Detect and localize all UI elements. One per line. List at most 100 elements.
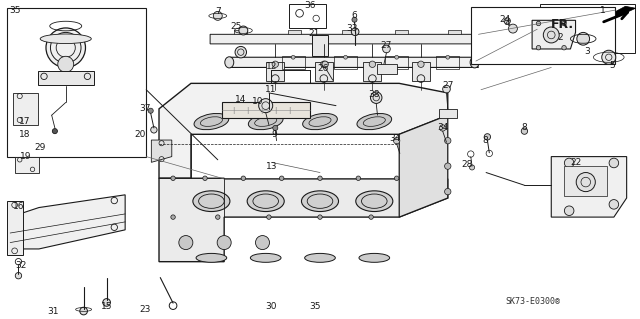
Circle shape [564,206,574,216]
Polygon shape [439,109,458,118]
Text: 5: 5 [610,61,616,70]
Circle shape [179,235,193,249]
Text: |: | [232,107,234,114]
Ellipse shape [303,114,337,130]
Circle shape [536,21,541,26]
Text: 25: 25 [230,22,241,31]
Circle shape [80,307,88,315]
Text: 35: 35 [309,302,321,311]
Polygon shape [288,30,301,34]
Text: 8: 8 [522,123,527,132]
Circle shape [394,176,399,181]
Ellipse shape [250,253,281,262]
Circle shape [255,235,269,249]
Text: 33: 33 [346,24,358,33]
Text: 37: 37 [140,104,150,113]
Text: 34: 34 [437,123,449,132]
Polygon shape [13,93,38,125]
Ellipse shape [194,114,228,130]
Polygon shape [7,8,146,157]
Text: |: | [274,107,276,114]
Circle shape [562,21,566,26]
Text: 20: 20 [134,130,145,139]
Polygon shape [378,64,397,74]
Circle shape [171,215,175,219]
Text: 23: 23 [140,305,150,314]
Polygon shape [151,140,172,162]
Polygon shape [312,35,328,56]
Circle shape [171,176,175,181]
Circle shape [394,137,400,144]
Text: 29: 29 [35,143,46,152]
Text: 19: 19 [20,152,32,161]
Ellipse shape [248,114,283,130]
Ellipse shape [305,253,335,262]
Circle shape [241,176,246,181]
Text: FR.: FR. [551,18,574,31]
Circle shape [577,33,589,45]
Circle shape [369,215,373,219]
Text: 21: 21 [308,28,319,38]
Circle shape [445,137,451,144]
Circle shape [103,299,111,306]
Bar [221,102,310,118]
Circle shape [576,173,595,192]
Text: |: | [260,107,262,114]
Polygon shape [230,57,479,67]
Circle shape [543,27,559,43]
Text: 14: 14 [234,95,246,104]
Text: 12: 12 [266,62,277,71]
Text: 2: 2 [557,33,563,42]
Text: SK73-E0300®: SK73-E0300® [505,297,560,306]
Polygon shape [532,20,575,49]
Circle shape [508,24,517,33]
Circle shape [272,61,278,67]
Polygon shape [551,157,627,217]
Text: 38: 38 [368,90,380,99]
Ellipse shape [225,57,234,68]
Text: 11: 11 [265,85,276,94]
Bar [364,62,381,81]
Text: |: | [288,107,291,114]
Circle shape [273,125,278,130]
Text: 30: 30 [266,302,277,311]
Polygon shape [159,178,448,262]
Polygon shape [234,30,247,34]
Polygon shape [159,83,448,178]
Circle shape [150,127,157,133]
Text: 15: 15 [101,302,113,311]
Circle shape [148,108,153,113]
Text: 6: 6 [351,11,357,20]
Text: 13: 13 [266,162,277,171]
Circle shape [46,28,86,67]
Bar [540,4,635,53]
Circle shape [58,56,74,72]
Ellipse shape [196,253,227,262]
Circle shape [344,55,348,59]
Text: 1: 1 [600,6,606,15]
Circle shape [259,99,273,113]
Polygon shape [10,195,125,249]
Text: 31: 31 [47,308,59,316]
Circle shape [443,85,451,93]
Circle shape [15,272,22,279]
Polygon shape [7,201,23,255]
Circle shape [369,61,376,67]
Circle shape [484,134,491,140]
Circle shape [445,163,451,169]
Circle shape [446,55,450,59]
Bar [564,166,607,197]
Bar [315,62,333,81]
Circle shape [318,215,322,219]
Circle shape [609,200,619,209]
Circle shape [521,128,527,134]
Text: 35: 35 [9,6,20,15]
Text: 32: 32 [15,261,27,270]
Circle shape [383,45,390,53]
Ellipse shape [193,191,230,211]
Circle shape [239,26,248,35]
Text: 18: 18 [19,130,31,139]
Circle shape [445,189,451,195]
Bar [289,4,326,28]
Text: 3: 3 [584,47,590,56]
